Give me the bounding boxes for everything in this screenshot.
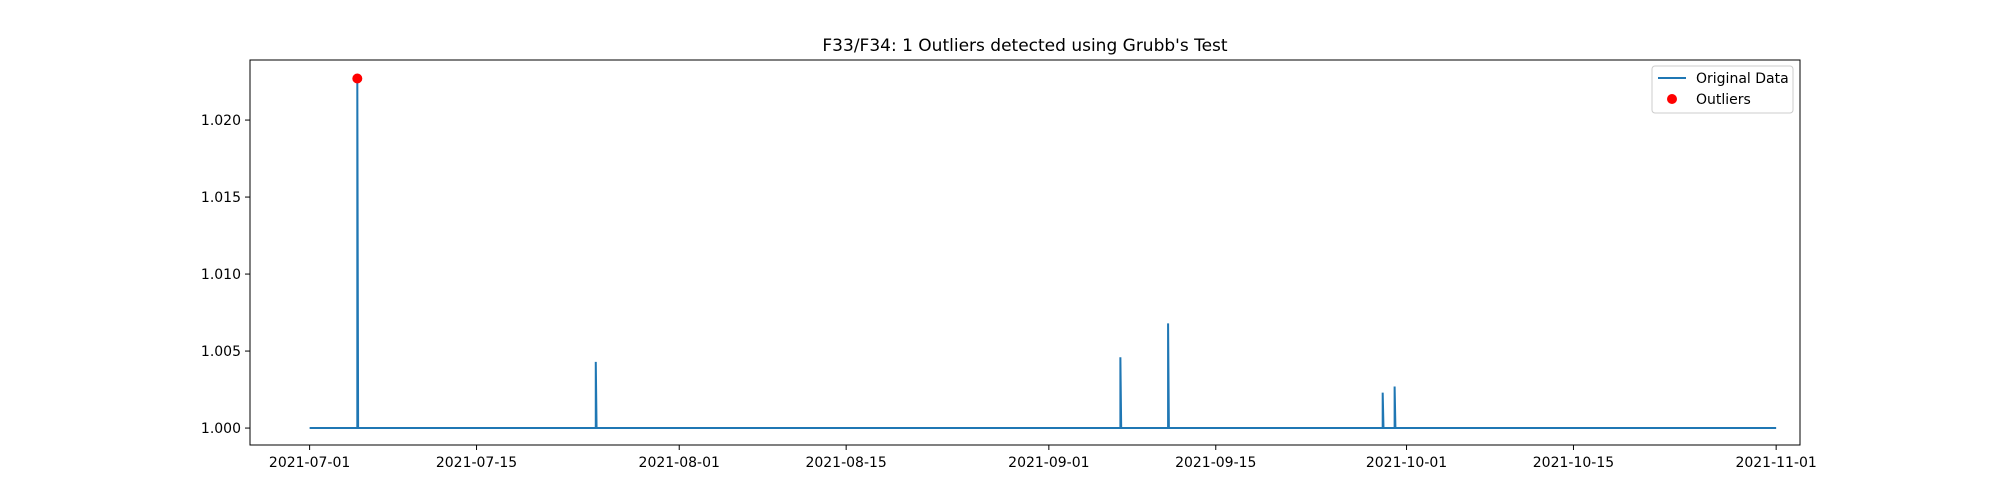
chart-title: F33/F34: 1 Outliers detected using Grubb…	[822, 36, 1228, 56]
x-tick-label-3: 2021-08-15	[805, 455, 886, 471]
x-tick-label-0: 2021-07-01	[269, 455, 350, 471]
y-tick-label-1: 1.005	[201, 344, 241, 360]
x-tick-label-7: 2021-10-15	[1533, 455, 1614, 471]
series-line-original-data	[309, 78, 1777, 430]
legend-label-original-data: Original Data	[1696, 71, 1789, 87]
plot-area	[309, 73, 1777, 430]
x-tick-label-2: 2021-08-01	[639, 455, 720, 471]
plot-frame	[249, 59, 1801, 446]
x-tick-label-6: 2021-10-01	[1366, 455, 1447, 471]
legend-label-outliers: Outliers	[1696, 92, 1751, 108]
y-tick-label-0: 1.000	[201, 421, 241, 437]
legend-point-swatch	[1667, 94, 1677, 104]
x-tick-label-8: 2021-11-01	[1735, 455, 1816, 471]
axes: 2021-07-01 2021-07-15 2021-08-01 2021-08-15…	[201, 113, 1817, 471]
y-tick-label-4: 1.020	[201, 113, 241, 129]
outlier-point-0	[352, 73, 363, 84]
x-tick-label-4: 2021-09-01	[1008, 455, 1089, 471]
legend-box	[1651, 65, 1794, 114]
legend: Original Data Outliers	[1651, 65, 1794, 114]
x-tick-label-5: 2021-09-15	[1175, 455, 1256, 471]
x-tick-label-1: 2021-07-15	[436, 455, 517, 471]
y-tick-label-2: 1.010	[201, 267, 241, 283]
y-tick-label-3: 1.015	[201, 190, 241, 206]
